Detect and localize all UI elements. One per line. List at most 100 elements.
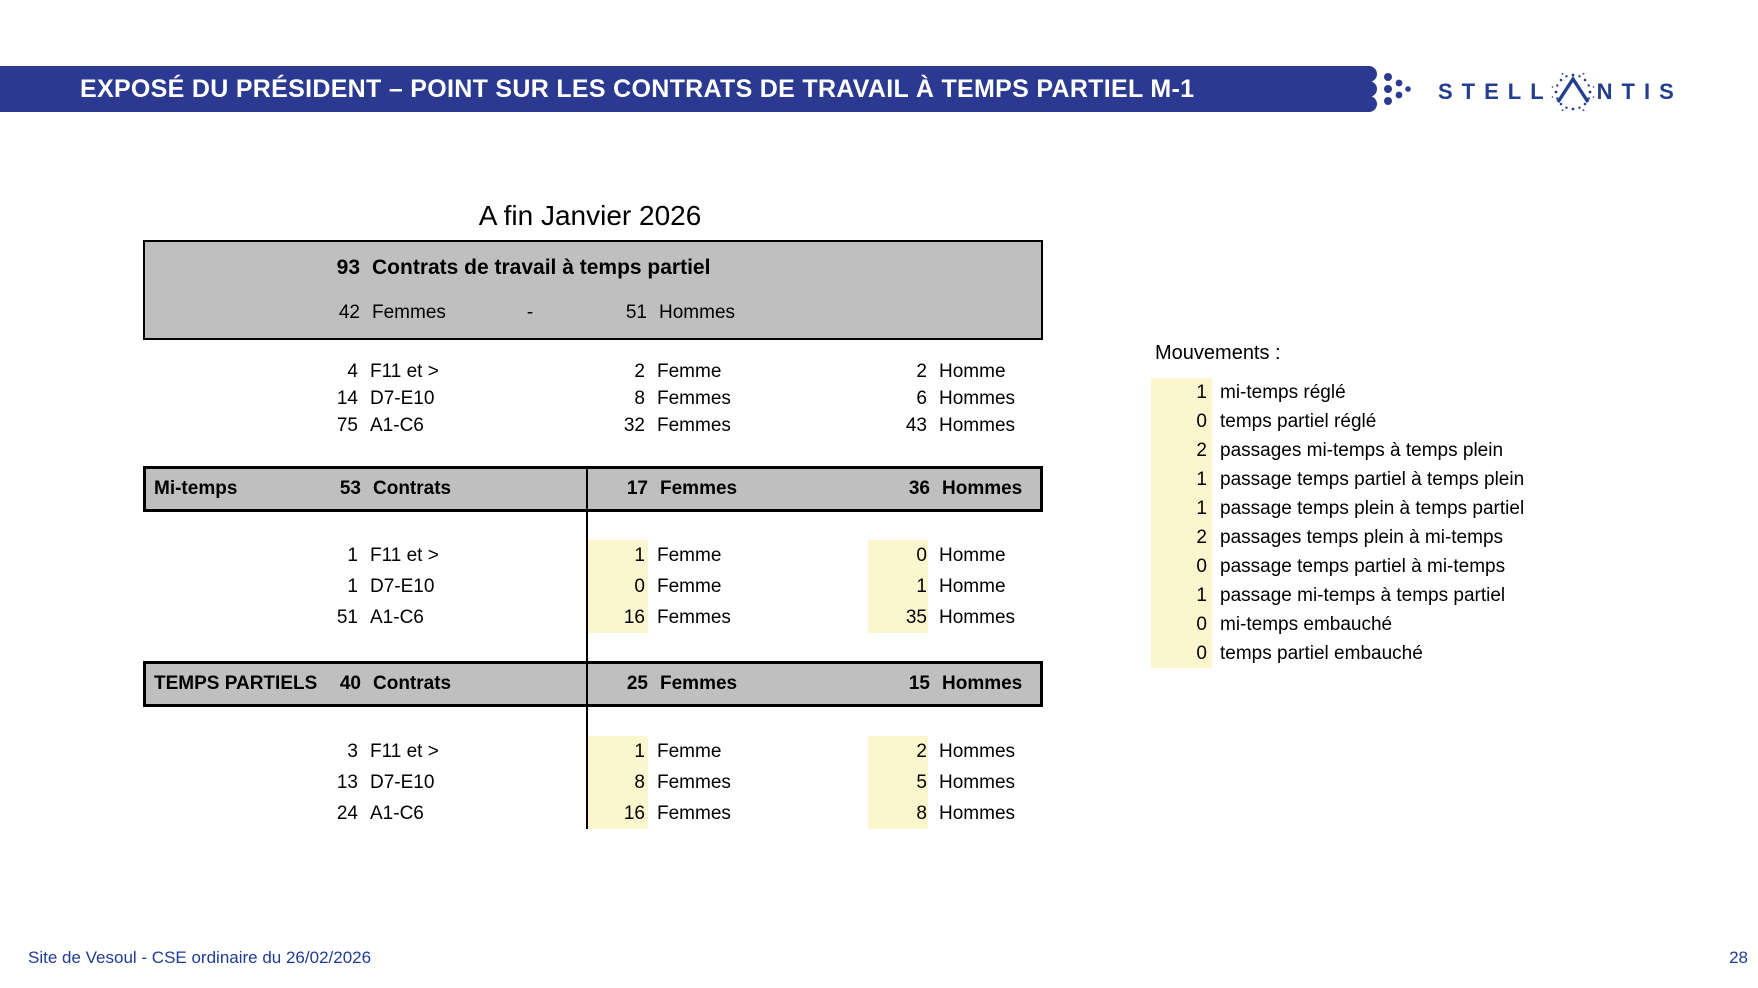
row-women-label: Femmes bbox=[657, 607, 731, 628]
row-men-label: Hommes bbox=[939, 607, 1016, 628]
logo-text-left: STELL bbox=[1438, 79, 1553, 104]
list-item: 0 temps partiel réglé bbox=[1151, 407, 1376, 436]
row-men-count: 1 bbox=[916, 576, 927, 597]
row-grade: A1-C6 bbox=[370, 607, 424, 628]
banner-edge-dots-decoration bbox=[1368, 66, 1411, 112]
section-label: TEMPS PARTIELS bbox=[154, 673, 318, 694]
row-women-count: 32 bbox=[623, 415, 645, 436]
highlight-tempspartiels-women bbox=[588, 736, 648, 829]
title-banner: EXPOSÉ DU PRÉSIDENT – POINT SUR LES CONT… bbox=[0, 66, 1368, 112]
mouvement-value: 0 bbox=[1151, 407, 1212, 436]
row-women-count: 2 bbox=[634, 361, 645, 382]
section-women-count: 25 bbox=[626, 673, 648, 694]
table-row: 1 F11 et > 1 Femme 0 Homme bbox=[143, 540, 1043, 571]
highlight-mitemps-women bbox=[588, 540, 648, 633]
row-grade: D7-E10 bbox=[370, 388, 435, 409]
list-item: 0 mi-temps embauché bbox=[1151, 610, 1392, 639]
row-women-count: 1 bbox=[634, 545, 645, 566]
row-men-count: 43 bbox=[905, 415, 927, 436]
row-men-count: 8 bbox=[916, 803, 927, 824]
mouvement-label: passage mi-temps à temps partiel bbox=[1220, 585, 1506, 606]
row-count: 51 bbox=[336, 607, 358, 628]
row-women-label: Femmes bbox=[657, 772, 731, 793]
section-women-count: 17 bbox=[626, 478, 648, 499]
mouvement-value: 1 bbox=[1151, 581, 1212, 610]
row-women-label: Femmes bbox=[657, 415, 731, 436]
summary-separator: - bbox=[526, 302, 534, 323]
list-item: 0 temps partiel embauché bbox=[1151, 639, 1423, 668]
row-count: 13 bbox=[336, 772, 358, 793]
row-women-label: Femmes bbox=[657, 388, 731, 409]
table-row: 1 D7-E10 0 Femme 1 Homme bbox=[143, 571, 1043, 602]
mouvement-value: 0 bbox=[1151, 610, 1212, 639]
section-men-count: 15 bbox=[908, 673, 930, 694]
row-men-count: 2 bbox=[916, 741, 927, 762]
row-women-count: 8 bbox=[634, 772, 645, 793]
list-item: 1 passage temps partiel à temps plein bbox=[1151, 465, 1524, 494]
table-row: 4 F11 et > 2 Femme 2 Homme bbox=[143, 358, 1043, 385]
mouvement-value: 1 bbox=[1151, 494, 1212, 523]
row-men-count: 0 bbox=[916, 545, 927, 566]
row-men-label: Hommes bbox=[939, 772, 1016, 793]
row-grade: F11 et > bbox=[370, 361, 439, 382]
section-count-label: Contrats bbox=[373, 478, 452, 499]
mouvement-value: 1 bbox=[1151, 465, 1212, 494]
mouvement-label: mi-temps réglé bbox=[1220, 382, 1346, 403]
list-item: 1 passage mi-temps à temps partiel bbox=[1151, 581, 1505, 610]
mouvement-label: temps partiel réglé bbox=[1220, 411, 1377, 432]
list-item: 2 passages temps plein à mi-temps bbox=[1151, 523, 1503, 552]
section-men-label: Hommes bbox=[942, 478, 1023, 499]
summary-box: 93 Contrats de travail à temps partiel 4… bbox=[143, 240, 1043, 340]
logo-text-right: NTIS bbox=[1596, 79, 1683, 104]
row-count: 75 bbox=[336, 415, 358, 436]
row-women-label: Femmes bbox=[657, 803, 731, 824]
row-men-label: Hommes bbox=[939, 803, 1016, 824]
row-women-label: Femme bbox=[657, 576, 722, 597]
table-row: 14 D7-E10 8 Femmes 6 Hommes bbox=[143, 385, 1043, 412]
highlight-tempspartiels-men bbox=[868, 736, 928, 829]
stellantis-logo: STELL NTIS bbox=[1438, 70, 1683, 114]
table-row: 24 A1-C6 16 Femmes 8 Hommes bbox=[143, 798, 1043, 829]
list-item: 1 passage temps plein à temps partiel bbox=[1151, 494, 1524, 523]
row-grade: F11 et > bbox=[370, 545, 439, 566]
table-row: 75 A1-C6 32 Femmes 43 Hommes bbox=[143, 412, 1043, 439]
row-men-count: 5 bbox=[916, 772, 927, 793]
column-divider-line bbox=[586, 466, 588, 829]
mouvement-label: passages mi-temps à temps plein bbox=[1220, 440, 1504, 461]
section-men-label: Hommes bbox=[942, 673, 1023, 694]
row-count: 24 bbox=[336, 803, 358, 824]
section-count-label: Contrats bbox=[373, 673, 452, 694]
summary-total-label: Contrats de travail à temps partiel bbox=[372, 256, 711, 279]
row-count: 3 bbox=[347, 741, 358, 762]
section-label: Mi-temps bbox=[154, 478, 238, 499]
row-grade: D7-E10 bbox=[370, 576, 435, 597]
table-row: 51 A1-C6 16 Femmes 35 Hommes bbox=[143, 602, 1043, 633]
mouvement-value: 2 bbox=[1151, 523, 1212, 552]
row-men-label: Homme bbox=[939, 576, 1006, 597]
highlight-mitemps-men bbox=[868, 540, 928, 633]
row-women-count: 16 bbox=[623, 803, 645, 824]
row-women-count: 0 bbox=[634, 576, 645, 597]
list-item: 1 mi-temps réglé bbox=[1151, 378, 1346, 407]
row-grade: A1-C6 bbox=[370, 803, 424, 824]
mouvement-label: passages temps plein à mi-temps bbox=[1220, 527, 1504, 548]
row-men-count: 2 bbox=[916, 361, 927, 382]
row-grade: D7-E10 bbox=[370, 772, 435, 793]
row-count: 14 bbox=[336, 388, 358, 409]
row-women-count: 1 bbox=[634, 741, 645, 762]
table-row: 13 D7-E10 8 Femmes 5 Hommes bbox=[143, 767, 1043, 798]
summary-women-count: 42 bbox=[338, 302, 360, 323]
mouvement-value: 0 bbox=[1151, 552, 1212, 581]
mouvement-value: 1 bbox=[1151, 378, 1212, 407]
row-men-count: 35 bbox=[905, 607, 927, 628]
row-women-count: 16 bbox=[623, 607, 645, 628]
list-item: 2 passages mi-temps à temps plein bbox=[1151, 436, 1503, 465]
section-women-label: Femmes bbox=[660, 478, 738, 499]
section-count: 40 bbox=[339, 673, 361, 694]
footer-site-label: Site de Vesoul - CSE ordinaire du 26/02/… bbox=[28, 948, 372, 967]
row-men-label: Homme bbox=[939, 361, 1006, 382]
section-count: 53 bbox=[339, 478, 361, 499]
row-grade: F11 et > bbox=[370, 741, 439, 762]
mi-temps-header-bar: Mi-temps 53 Contrats 17 Femmes 36 Hommes bbox=[143, 466, 1043, 512]
row-count: 4 bbox=[347, 361, 358, 382]
